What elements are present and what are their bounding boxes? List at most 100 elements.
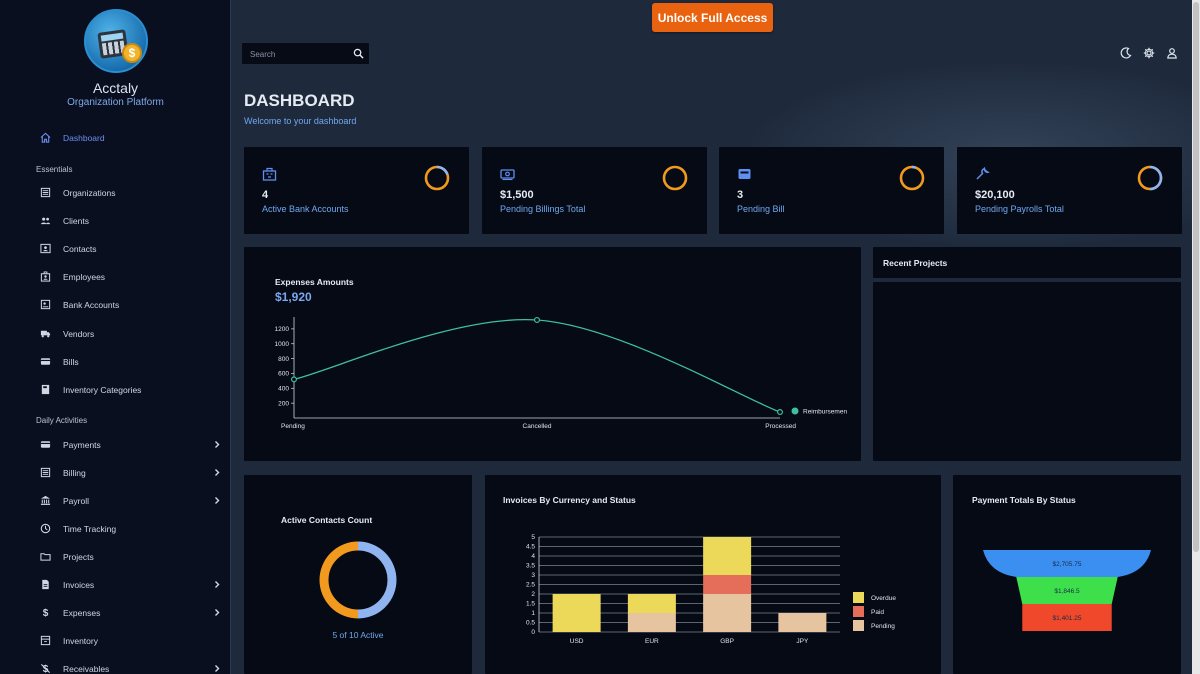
donut-slice[interactable] [357,541,397,619]
invoices-card: Invoices By Currency and Status 0 0.5 1 1.5… [485,475,941,674]
funnel-stage-label: $1,846.5 [1054,588,1080,595]
sidebar-item-invoices[interactable]: Invoices [0,574,230,596]
recent-projects-header: Recent Projects [873,247,1181,278]
users-icon [40,217,51,225]
x-tick-label: Cancelled [523,423,552,430]
search-icon[interactable] [353,48,364,59]
data-point[interactable] [290,376,297,383]
bar-segment[interactable] [552,594,601,632]
legend-label: Overdue [871,595,896,602]
sidebar-item-label: Dashboard [63,133,105,143]
x-tick-label: EUR [645,638,659,645]
y-tick-label: 1000 [275,341,290,348]
bar-segment[interactable] [778,613,827,632]
y-tick-label: 4 [531,553,535,560]
scrollbar-thumb[interactable] [1193,2,1199,552]
funnel-stage-label: $1,401.25 [1053,615,1082,622]
gear-icon[interactable] [1143,47,1155,59]
coin-icon: $ [122,43,142,63]
chevron-right-icon[interactable] [212,467,222,478]
sidebar: $ Acctaly Organization Platform Dashboar… [0,0,231,674]
donut-slice[interactable] [319,541,359,619]
sidebar-item-time-tracking[interactable]: Time Tracking [0,518,230,540]
credit-card-icon [40,357,51,365]
chevron-right-icon[interactable] [212,663,222,674]
sidebar-item-dashboard[interactable]: Dashboard [0,127,230,149]
clock-icon [40,523,51,534]
moon-icon[interactable] [1120,47,1132,59]
sidebar-item-label: Clients [63,216,89,227]
user-icon[interactable] [1166,47,1178,59]
sidebar-item-projects[interactable]: Projects [0,546,230,568]
stat-value: $20,100 [975,189,1015,201]
sidebar-item-receivables[interactable]: $ Receivables [0,658,230,674]
sidebar-item-clients[interactable]: Clients [0,210,230,232]
chevron-right-icon[interactable] [212,579,222,590]
sidebar-item-label: Payroll [63,495,89,506]
unlock-full-access-button[interactable]: Unlock Full Access [652,3,773,32]
progress-ring [899,165,925,191]
sidebar-item-organizations[interactable]: Organizations [0,182,230,204]
contacts-donut-chart [319,541,397,619]
y-tick-label: 1 [531,610,535,617]
stat-label: Pending Billings Total [500,204,586,214]
funnel-stage[interactable] [1022,604,1112,631]
payment-funnel-chart: $2,705.75 $1,846.5 $1,401.25 [983,550,1151,631]
active-contacts-caption: 5 of 10 Active [332,630,384,640]
dollar-icon: $ [43,608,49,618]
series-line [293,318,781,413]
sidebar-item-contacts[interactable]: Contacts [0,238,230,260]
data-point[interactable] [534,316,541,323]
page-scrollbar[interactable] [1192,0,1200,674]
sidebar-item-billing[interactable]: Billing [0,462,230,484]
legend-swatch [853,592,864,603]
app-subtitle: Organization Platform [67,97,164,108]
wrench-icon [976,167,990,180]
legend-swatch [853,620,864,631]
payment-totals-card: Payment Totals By Status $2,705.75 $1,846… [953,475,1181,674]
sidebar-item-inventory[interactable]: Inventory [0,630,230,652]
x-tick-label: GBP [720,638,734,645]
sidebar-item-vendors[interactable]: Vendors [0,323,230,345]
stat-card-pending-bill[interactable]: 3 Pending Bill [719,147,944,234]
sidebar-item-bank-accounts[interactable]: Bank Accounts [0,294,230,316]
sidebar-item-payroll[interactable]: Payroll [0,490,230,512]
chevron-right-icon[interactable] [212,607,222,618]
sidebar-item-inventory-categories[interactable]: Inventory Categories [0,379,230,401]
bank-card-icon [40,300,51,310]
y-tick-label: 0 [531,629,535,636]
bar-segment[interactable] [627,613,676,632]
stat-card-bank-accounts[interactable]: 4 Active Bank Accounts [244,147,469,234]
bar-segment[interactable] [627,594,676,613]
legend-swatch [853,606,864,617]
sidebar-item-bills[interactable]: Bills [0,351,230,373]
funnel-stage[interactable] [983,550,1151,577]
sidebar-item-employees[interactable]: Employees [0,266,230,288]
sidebar-item-expenses[interactable]: $ Expenses [0,602,230,624]
sidebar-item-label: Bank Accounts [63,300,120,311]
recent-projects-list [873,282,1181,461]
money-icon [500,169,515,181]
id-badge-icon [40,271,51,282]
sidebar-item-payments[interactable]: Payments [0,434,230,456]
chevron-right-icon[interactable] [212,439,222,450]
bar-segment[interactable] [703,537,752,575]
recent-projects-title: Recent Projects [883,258,948,268]
legend-label: Reimbursemen [803,409,847,416]
truck-icon [40,330,51,337]
app-logo[interactable]: $ [84,9,148,73]
expenses-line-chart: 200 400 600 800 1000 1200 Pending Cancelled Proc… [275,316,847,430]
stat-card-pending-payrolls[interactable]: $20,100 Pending Payrolls Total [957,147,1182,234]
search-input[interactable] [250,48,345,60]
funnel-stage[interactable] [1016,577,1118,604]
data-point[interactable] [776,409,783,416]
sidebar-item-label: Contacts [63,244,97,255]
bar-segment[interactable] [703,575,752,594]
bar-segment[interactable] [703,594,752,632]
chevron-right-icon[interactable] [212,495,222,506]
expenses-title: Expenses Amounts [275,277,354,287]
home-icon [40,132,51,143]
stat-card-pending-billings[interactable]: $1,500 Pending Billings Total [482,147,707,234]
list-icon [40,467,51,477]
